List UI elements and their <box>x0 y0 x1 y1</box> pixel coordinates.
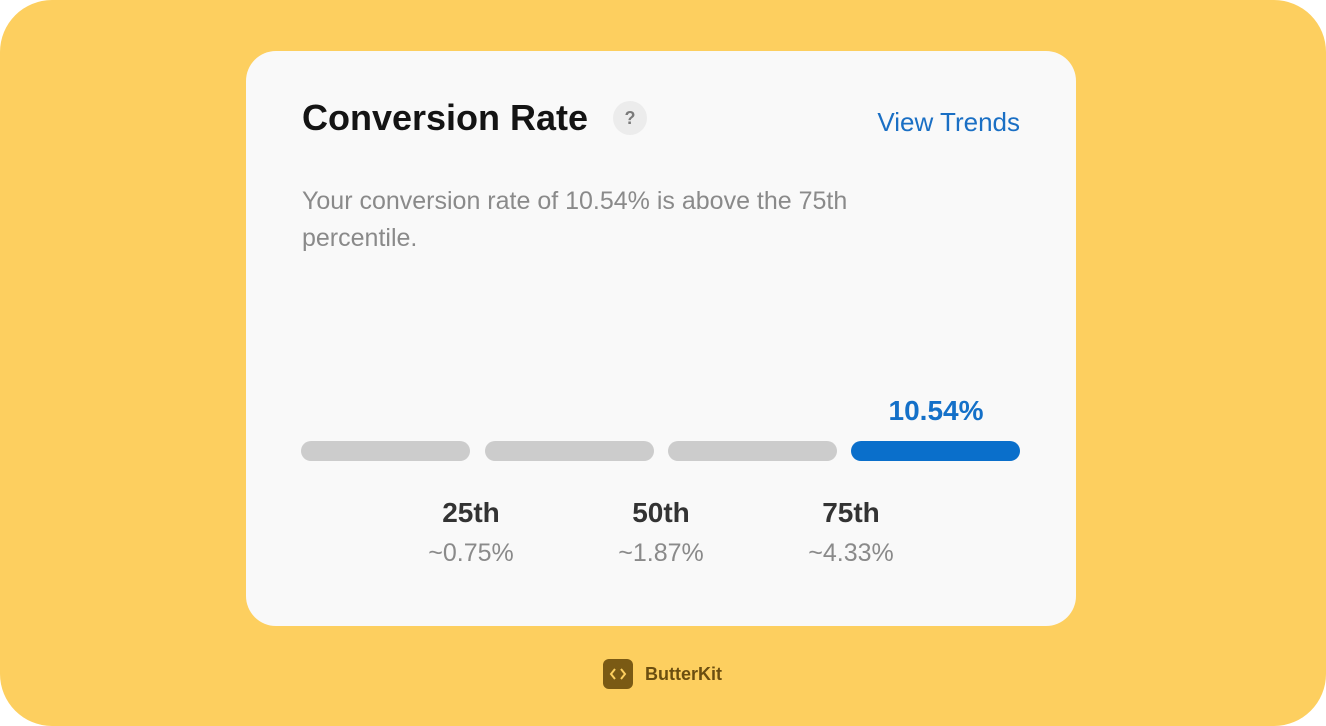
brand-name: ButterKit <box>645 664 722 684</box>
percentile-label: 25th <box>442 497 500 528</box>
help-button[interactable]: ? <box>613 101 647 135</box>
percentile-label: 75th <box>822 497 880 528</box>
percentile-value: ~0.75% <box>428 539 514 567</box>
card: Conversion Rate ? View Trends Your conve… <box>246 51 1076 626</box>
segment <box>485 441 654 461</box>
segment <box>301 441 470 461</box>
percentile-value: ~1.87% <box>618 539 704 567</box>
logo-icon <box>609 668 627 680</box>
current-value: 10.54% <box>888 395 984 426</box>
segment-active <box>851 441 1020 461</box>
percentile-label: 50th <box>632 497 690 528</box>
description: Your conversion rate of 10.54% is above … <box>302 187 848 252</box>
brand-logo <box>603 659 633 689</box>
percentile-value: ~4.33% <box>808 539 894 567</box>
card-title: Conversion Rate <box>302 97 589 138</box>
segment <box>668 441 837 461</box>
view-trends-link[interactable]: View Trends <box>877 107 1020 137</box>
